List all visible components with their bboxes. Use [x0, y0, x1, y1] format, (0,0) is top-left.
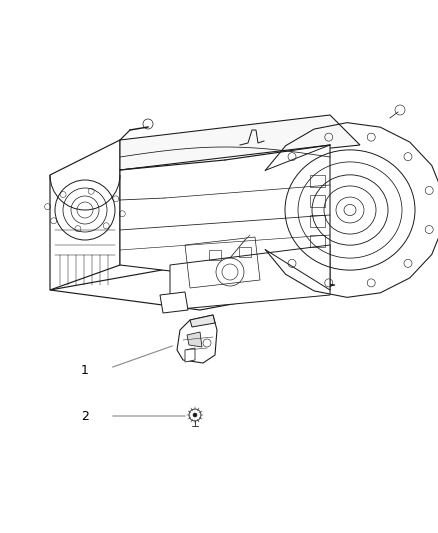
Circle shape — [193, 413, 197, 417]
Polygon shape — [170, 245, 330, 310]
Polygon shape — [120, 115, 360, 170]
Polygon shape — [177, 315, 217, 363]
Bar — [209, 250, 221, 260]
Bar — [239, 247, 251, 257]
Polygon shape — [50, 140, 120, 290]
Text: 1: 1 — [81, 364, 89, 376]
Polygon shape — [190, 315, 215, 327]
Polygon shape — [160, 292, 188, 313]
Polygon shape — [187, 332, 202, 347]
Text: 2: 2 — [81, 409, 89, 423]
Polygon shape — [120, 145, 330, 290]
Polygon shape — [185, 348, 195, 362]
